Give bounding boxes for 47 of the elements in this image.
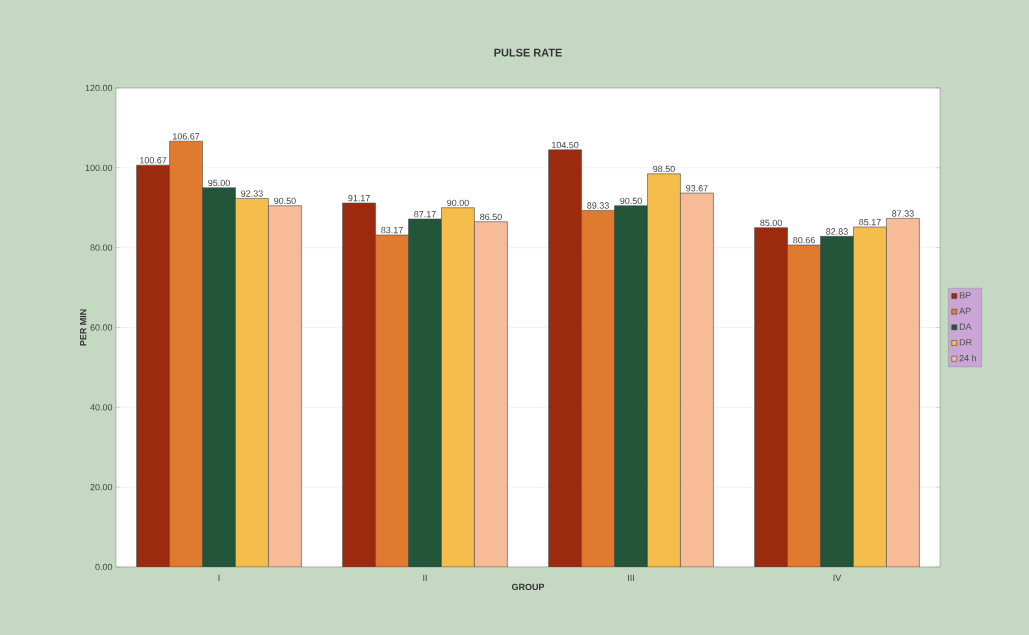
- data-label: 90.50: [274, 197, 296, 205]
- data-label: 82.83: [826, 228, 848, 235]
- x-tick-label: II: [423, 574, 427, 581]
- chart-title: PULSE RATE: [494, 48, 562, 57]
- data-label: 93.67: [686, 185, 708, 192]
- legend-label: BP: [959, 292, 971, 299]
- data-label: 90.50: [620, 197, 642, 205]
- bar: [787, 244, 821, 567]
- bar: [581, 210, 615, 567]
- data-label: 87.33: [892, 210, 914, 217]
- y-tick-label: 40.00: [90, 404, 113, 411]
- data-label: 104.50: [552, 141, 579, 149]
- legend-label: DR: [959, 339, 972, 346]
- x-tick-label: IV: [833, 574, 842, 581]
- bar: [375, 234, 409, 567]
- data-label: 80.66: [793, 236, 815, 244]
- data-label: 87.17: [414, 210, 436, 218]
- y-tick-label: 20.00: [90, 483, 113, 491]
- bar: [169, 140, 203, 567]
- y-tick-label: 80.00: [90, 244, 113, 251]
- x-tick-label: III: [628, 574, 634, 581]
- y-axis-title: PER MIN: [80, 309, 87, 346]
- data-label: 83.17: [381, 226, 403, 234]
- data-label: 100.67: [140, 157, 167, 164]
- data-label: 106.67: [173, 133, 200, 140]
- data-label: 89.33: [587, 202, 609, 209]
- y-tick-label: 0.00: [95, 563, 113, 571]
- x-axis-title: GROUP: [511, 583, 545, 591]
- bar: [886, 218, 920, 567]
- data-label: 85.00: [760, 219, 782, 226]
- y-tick-label: 100.00: [85, 164, 113, 171]
- data-label: 95.00: [208, 179, 230, 187]
- bar: [474, 221, 508, 567]
- data-label: 85.17: [859, 218, 881, 226]
- data-label: 91.17: [348, 195, 370, 202]
- bar: [680, 192, 714, 567]
- legend-label: DA: [959, 323, 972, 330]
- data-label: 92.33: [241, 190, 263, 197]
- y-tick-label: 60.00: [90, 324, 113, 331]
- x-tick-label: I: [218, 574, 220, 581]
- y-tick-label: 120.00: [85, 84, 113, 92]
- legend-label: 24 h: [959, 354, 976, 362]
- data-label: 98.50: [653, 165, 675, 173]
- bar: [268, 205, 302, 567]
- data-label: 86.50: [480, 213, 502, 221]
- legend-label: AP: [959, 307, 971, 315]
- data-label: 90.00: [447, 199, 469, 207]
